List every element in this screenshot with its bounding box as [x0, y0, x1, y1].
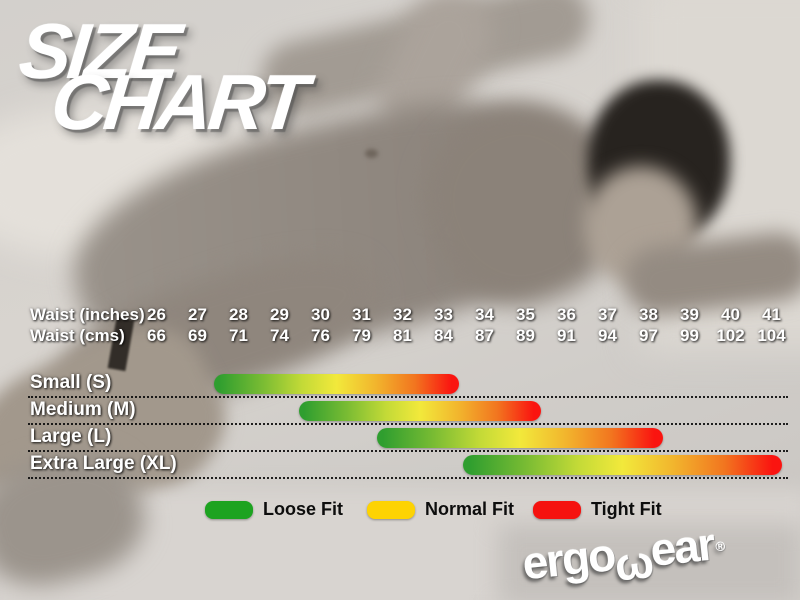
fit-range-bar — [213, 374, 459, 394]
waist-tick-value: 87 — [475, 326, 494, 345]
logo-text-pre: ergo — [519, 528, 617, 590]
waist-tick-value: 33 — [434, 305, 453, 324]
normal-fit-label: Normal Fit — [425, 499, 515, 519]
waist-tick-value: 40 — [721, 305, 740, 324]
waist-tick-value: 102 — [716, 326, 745, 345]
waist-cms-label: Waist (cms) — [30, 326, 125, 345]
waist-tick-value: 30 — [311, 305, 330, 324]
fit-range-bar — [462, 455, 782, 475]
dotted-separator — [28, 396, 788, 398]
waist-tick-value: 99 — [680, 326, 699, 345]
waist-tick-value: 39 — [680, 305, 699, 324]
waist-tick-value: 31 — [352, 305, 371, 324]
loose-fit-swatch — [205, 501, 253, 519]
logo-omega-glyph: ω — [612, 535, 655, 591]
size-label-small: Small (S) — [30, 372, 112, 393]
waist-tick-value: 76 — [311, 326, 330, 345]
waist-inches-label: Waist (inches) — [30, 305, 145, 324]
waist-tick-value: 29 — [270, 305, 289, 324]
waist-tick-value: 35 — [516, 305, 535, 324]
size-label-large: Large (L) — [30, 426, 112, 447]
waist-tick-value: 74 — [270, 326, 289, 345]
shadow-shape — [498, 524, 800, 600]
waist-tick-value: 104 — [757, 326, 786, 345]
waist-tick-value: 81 — [393, 326, 412, 345]
page-title-line2: CHART — [47, 58, 309, 146]
waist-tick-value: 97 — [639, 326, 658, 345]
fit-range-bar — [299, 401, 541, 421]
size-label-xlarge: Extra Large (XL) — [30, 453, 177, 474]
normal-fit-swatch — [367, 501, 415, 519]
fit-range-bar — [377, 428, 664, 448]
waist-row-1-ticks: 66 69 71 74 76 79 81 84 87 89 91 94 97 99 102 104 — [136, 326, 792, 346]
waist-tick-value: 79 — [352, 326, 371, 345]
waist-tick-value: 66 — [147, 326, 166, 345]
waist-tick-value: 32 — [393, 305, 412, 324]
waist-row-0-ticks: 26 27 28 29 30 31 32 33 34 35 36 37 38 39 40 41 — [136, 305, 792, 325]
tight-fit-label: Tight Fit — [591, 499, 662, 519]
waist-tick-value: 71 — [229, 326, 248, 345]
dotted-separator — [28, 477, 788, 479]
dotted-separator — [28, 450, 788, 452]
size-label-medium: Medium (M) — [30, 399, 136, 420]
registered-trademark-icon: ® — [714, 538, 724, 555]
waist-tick-value: 91 — [557, 326, 576, 345]
waist-tick-value: 38 — [639, 305, 658, 324]
waist-tick-value: 41 — [762, 305, 781, 324]
dotted-separator — [28, 423, 788, 425]
waist-tick-value: 89 — [516, 326, 535, 345]
waist-tick-value: 36 — [557, 305, 576, 324]
waist-tick-value: 28 — [229, 305, 248, 324]
waist-tick-value: 69 — [188, 326, 207, 345]
waist-tick-value: 94 — [598, 326, 617, 345]
waist-tick-value: 27 — [188, 305, 207, 324]
waist-tick-value: 37 — [598, 305, 617, 324]
tight-fit-swatch — [533, 501, 581, 519]
waist-tick-value: 34 — [475, 305, 494, 324]
body-detail-shape — [365, 149, 378, 158]
waist-tick-value: 84 — [434, 326, 453, 345]
logo-text-post: ear — [647, 517, 716, 576]
loose-fit-label: Loose Fit — [263, 499, 343, 519]
waist-tick-value: 26 — [147, 305, 166, 324]
